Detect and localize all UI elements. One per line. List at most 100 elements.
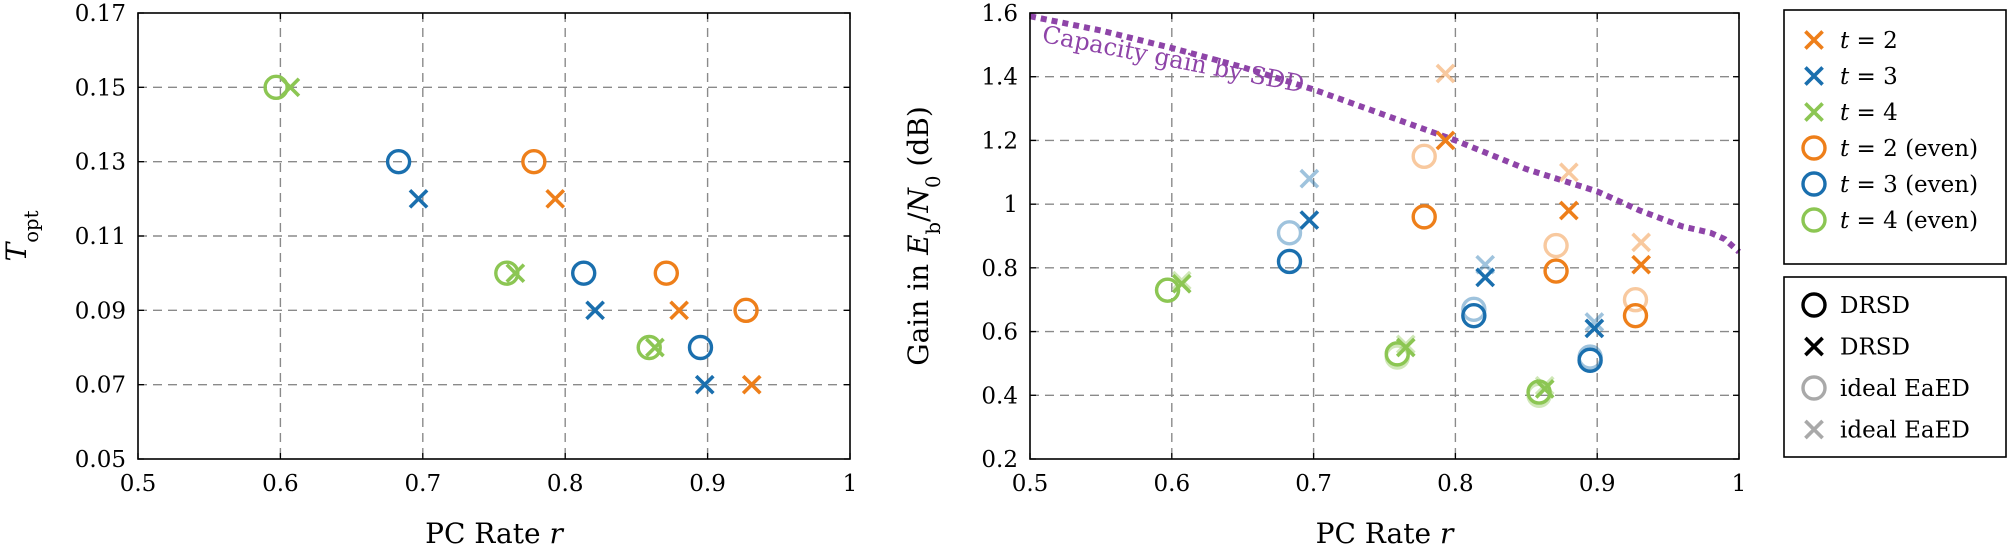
- data-point-cross: [1558, 200, 1579, 221]
- y-axis-label: Topt: [0, 210, 43, 261]
- data-point-circle: [1461, 296, 1487, 322]
- data-point-cross: [1584, 318, 1605, 339]
- legend-label: DRSD: [1840, 293, 1910, 319]
- data-point-circle: [1276, 248, 1303, 275]
- x-tick-label: 0.5: [120, 471, 157, 497]
- legend-label: t = 3: [1840, 64, 1898, 90]
- data-point-circle: [494, 260, 520, 286]
- legend-marker: [1804, 336, 1824, 357]
- data-point-cross: [645, 337, 665, 358]
- x-tick-label: 0.5: [1012, 471, 1049, 497]
- data-point-circle: [1411, 143, 1437, 170]
- legend-series: t = 2 t = 3 t = 4 t = 2 (even) t = 3 (even) t…: [1783, 9, 2007, 265]
- legend-marker: [1801, 171, 1827, 197]
- data-point-circle: [733, 297, 759, 324]
- y-tick-label: 0.11: [75, 224, 126, 250]
- x-tick-label: 0.7: [405, 471, 442, 497]
- legend-label: ideal EaED: [1840, 376, 1970, 402]
- x-axis-label: PC Rate r: [425, 517, 564, 549]
- x-tick-label: 0.7: [1295, 471, 1332, 497]
- data-point-circle: [1543, 232, 1569, 259]
- data-point-circle: [636, 334, 662, 361]
- legend-label: t = 4 (even): [1840, 208, 1978, 234]
- legend-marker: [1801, 375, 1827, 401]
- data-point-cross: [1475, 267, 1496, 288]
- data-point-circle: [385, 148, 412, 175]
- legend-label: t = 2 (even): [1840, 136, 1978, 162]
- y-axis-label: Gain in Eb/N0 (dB): [902, 106, 945, 366]
- x-axis-label: PC Rate r: [1316, 517, 1455, 549]
- x-tick-label: 0.6: [1154, 471, 1191, 497]
- plot-frame: [1029, 12, 1740, 460]
- legend-marker: [1804, 66, 1824, 86]
- data-point-cross: [1299, 168, 1320, 189]
- legend-marker: [1801, 135, 1827, 161]
- data-point-circle: [1622, 302, 1649, 329]
- y-tick-label: 1.4: [981, 65, 1018, 91]
- y-tick-label: 0.07: [75, 373, 126, 399]
- legend-label: t = 4: [1840, 100, 1898, 126]
- chart-left-topt: 0.5 0.6 0.7 0.8 0.9 1 0.05 0.07 0.09 0.11 0.13 0.15…: [0, 1, 857, 549]
- y-tick-label: 1.2: [981, 128, 1018, 154]
- data-point-cross: [1171, 273, 1192, 294]
- data-point-circle: [1543, 258, 1569, 284]
- x-tick-label: 0.9: [1579, 471, 1616, 497]
- x-tick-label: 0.9: [689, 471, 726, 497]
- legend-label: ideal EaED: [1840, 418, 1970, 444]
- legend-decoders: DRSD DRSD ideal EaED ideal EaED: [1783, 276, 2007, 458]
- capacity-annotation: Capacity gain by SDD: [1040, 20, 1307, 98]
- y-tick-label: 1.6: [981, 1, 1018, 27]
- data-point-cross: [1631, 232, 1652, 253]
- data-point-cross: [505, 263, 526, 284]
- data-point-cross: [1435, 130, 1456, 151]
- x-tick-label: 1: [843, 471, 858, 497]
- capacity-curve: [1029, 13, 1741, 255]
- legend-label: t = 2: [1840, 28, 1898, 54]
- plot-frame: [137, 12, 851, 460]
- y-tick-label: 0.17: [75, 1, 126, 27]
- y-tick-label: 0.09: [75, 298, 126, 324]
- data-point-circle: [1461, 302, 1487, 329]
- legend-marker: [1804, 419, 1824, 440]
- legend-marker: [1804, 102, 1824, 122]
- data-point-cross: [1395, 334, 1416, 355]
- x-tick-label: 0.8: [547, 471, 584, 497]
- data-point-circle: [1577, 347, 1603, 373]
- legend-frame: [1783, 276, 2007, 458]
- data-point-circle: [1276, 220, 1303, 246]
- data-point-cross: [408, 188, 429, 209]
- data-point-cross: [741, 374, 762, 395]
- x-tick-label: 0.6: [262, 471, 299, 497]
- legend-marker: [1804, 30, 1824, 50]
- data-point-circle: [687, 334, 714, 361]
- legend-label: DRSD: [1840, 335, 1910, 361]
- data-point-cross: [669, 300, 689, 321]
- y-tick-label: 0.4: [981, 383, 1018, 409]
- data-point-circle: [1526, 379, 1552, 405]
- x-tick-label: 0.8: [1437, 471, 1474, 497]
- y-tick-label: 0.8: [981, 256, 1018, 282]
- data-point-cross: [1299, 210, 1320, 230]
- chart-right-gain: 0.5 0.6 0.7 0.8 0.9 1 0.2 0.4 0.6 0.8 1 1.2 1.4 1.6 Ca…: [902, 1, 1746, 549]
- legend-marker: [1801, 207, 1827, 233]
- data-point-cross: [694, 374, 715, 395]
- data-point-circle: [1411, 204, 1437, 230]
- data-point-circle: [1622, 287, 1649, 313]
- legend-label: t = 3 (even): [1840, 172, 1978, 198]
- y-tick-label: 0.6: [981, 320, 1018, 346]
- data-point-circle: [1154, 277, 1181, 303]
- y-tick-label: 0.2: [981, 447, 1018, 473]
- data-point-cross: [1558, 162, 1579, 183]
- data-point-circle: [263, 74, 289, 101]
- legend-frame: [1783, 9, 2007, 265]
- y-tick-label: 0.15: [75, 75, 126, 101]
- data-point-circle: [653, 260, 680, 286]
- data-point-circle: [571, 260, 597, 286]
- data-point-cross: [545, 188, 566, 209]
- y-tick-label: 0.13: [75, 150, 126, 176]
- data-point-circle: [521, 148, 547, 175]
- data-point-cross: [1171, 270, 1192, 291]
- y-tick-label: 0.05: [75, 447, 126, 473]
- data-point-cross: [585, 300, 605, 321]
